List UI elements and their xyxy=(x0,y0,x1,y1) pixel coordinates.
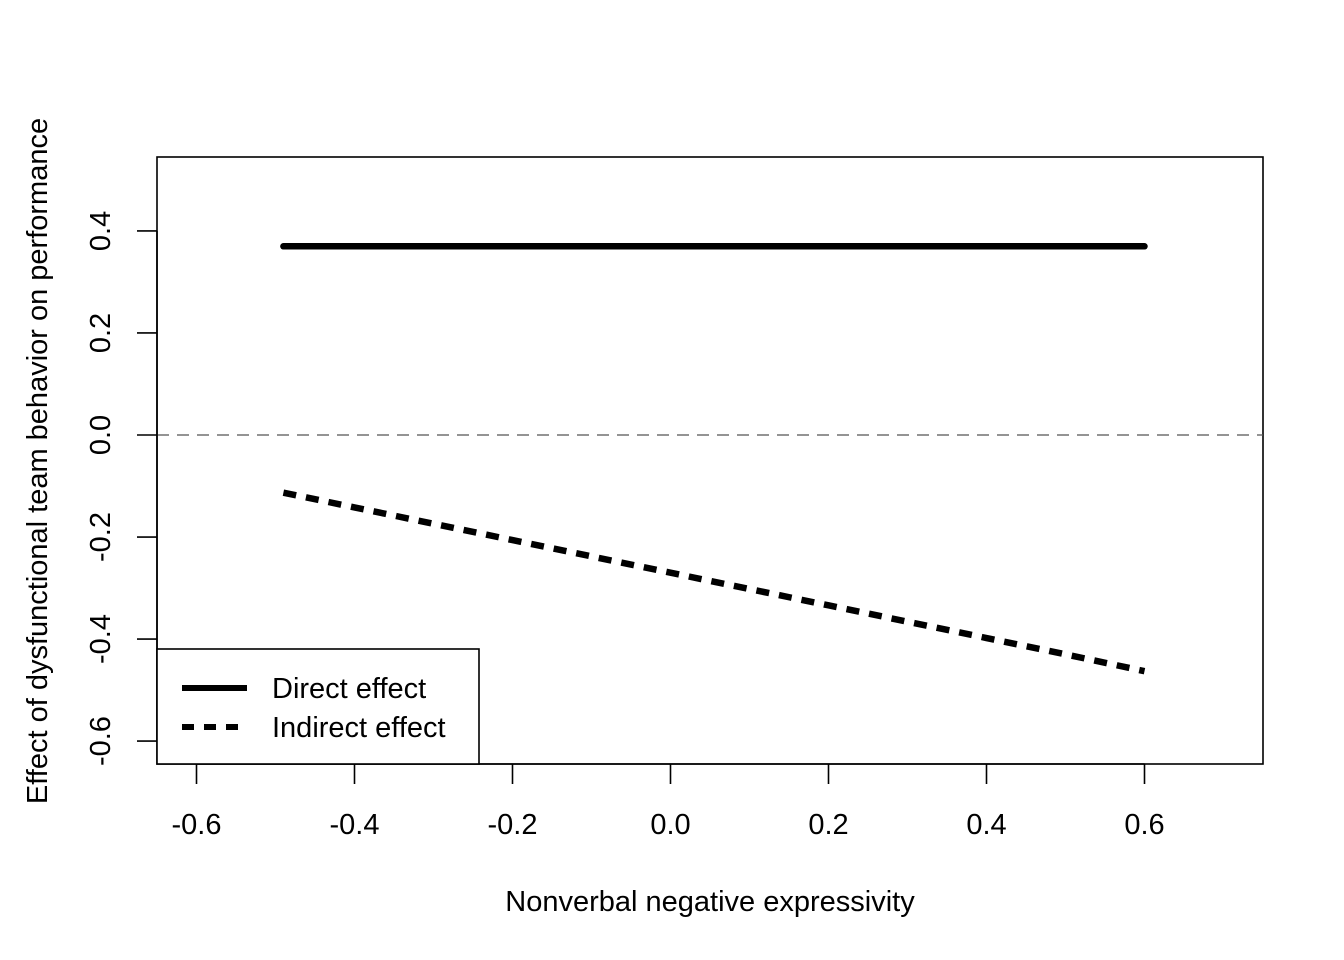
legend-label-direct: Direct effect xyxy=(272,673,426,705)
x-tick-label: 0.2 xyxy=(808,809,848,841)
y-tick-label: -0.4 xyxy=(85,614,117,664)
y-tick-label: 0.0 xyxy=(85,415,117,455)
x-axis-title: Nonverbal negative expressivity xyxy=(505,886,915,918)
x-tick-label: 0.6 xyxy=(1124,809,1164,841)
y-axis-title: Effect of dysfunctional team behavior on… xyxy=(22,118,54,804)
x-tick-label: 0.0 xyxy=(650,809,690,841)
y-tick-label: -0.6 xyxy=(85,716,117,766)
legend-label-indirect: Indirect effect xyxy=(272,712,446,744)
y-axis: -0.6 -0.4 -0.2 0.0 0.2 0.4 xyxy=(85,211,158,766)
legend-box xyxy=(156,648,480,765)
legend: Direct effect Indirect effect xyxy=(156,648,480,765)
x-tick-label: -0.2 xyxy=(488,809,538,841)
x-tick-label: 0.4 xyxy=(966,809,1006,841)
x-tick-label: -0.4 xyxy=(330,809,380,841)
x-tick-label: -0.6 xyxy=(172,809,222,841)
y-tick-label: 0.4 xyxy=(85,211,117,251)
series-layer xyxy=(280,243,1148,675)
x-axis: -0.6 -0.4 -0.2 0.0 0.2 0.4 0.6 xyxy=(172,763,1165,841)
y-tick-label: -0.2 xyxy=(85,512,117,562)
indirect-effect-line xyxy=(282,489,1146,675)
y-tick-label: 0.2 xyxy=(85,313,117,353)
